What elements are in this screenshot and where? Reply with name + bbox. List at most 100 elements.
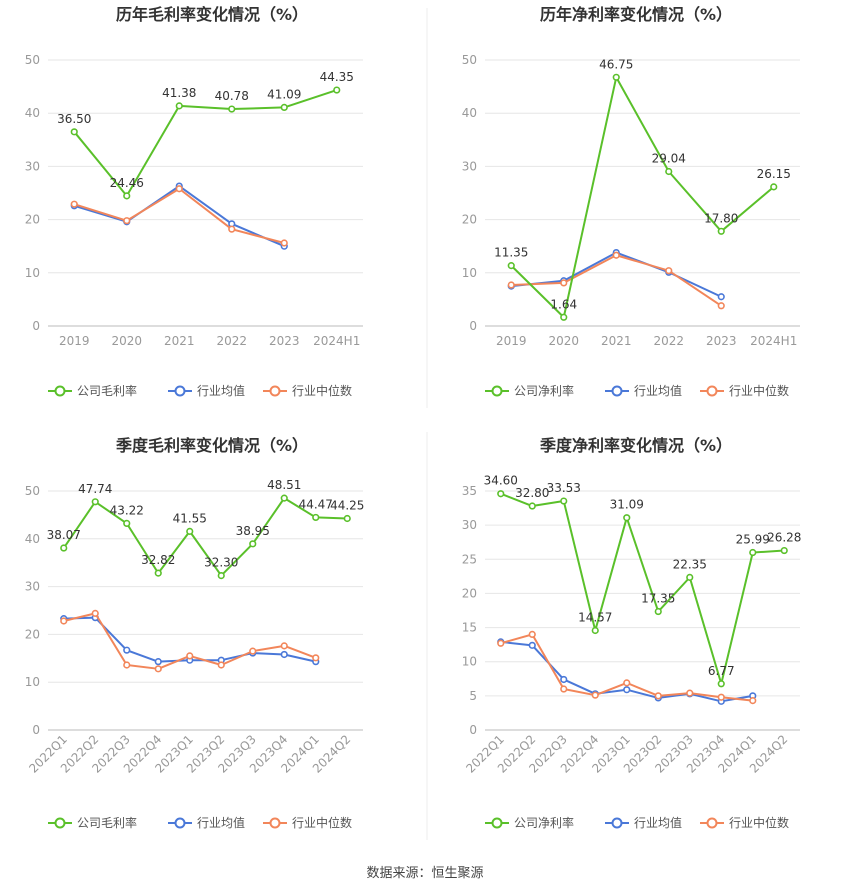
- legend-swatch-marker: [706, 385, 718, 397]
- data-label: 36.50: [57, 112, 91, 126]
- data-point-1: [623, 514, 631, 522]
- y-tick-label: 20: [25, 627, 40, 641]
- data-point-3: [91, 609, 99, 617]
- data-point-3: [507, 281, 515, 289]
- data-label: 32.80: [515, 486, 549, 500]
- legend-swatch-marker: [491, 817, 503, 829]
- data-source-note: 数据来源：恒生聚源: [366, 866, 484, 881]
- data-label: 24.46: [110, 176, 144, 190]
- chart-title: 历年毛利率变化情况（%）: [116, 5, 308, 24]
- data-point-3: [175, 185, 183, 193]
- y-tick-label: 10: [462, 655, 477, 669]
- y-tick-label: 0: [32, 319, 40, 333]
- data-point-1: [780, 546, 788, 555]
- data-point-1: [560, 497, 568, 505]
- legend-swatch-marker: [706, 817, 718, 829]
- data-point-1: [312, 513, 320, 522]
- data-point-1: [665, 167, 673, 176]
- data-point-3: [665, 267, 673, 275]
- data-point-1: [280, 494, 288, 502]
- data-label: 47.74: [78, 482, 112, 496]
- data-point-3: [591, 691, 599, 699]
- chart-panel-1: 历年毛利率变化情况（%） 0 10 20 30 40 50 2019 2020 2021 2022 2…: [25, 5, 363, 398]
- data-point-1: [560, 313, 568, 321]
- y-tick-label: 20: [462, 213, 477, 227]
- data-point-1: [333, 86, 341, 94]
- data-point-1: [686, 573, 694, 581]
- y-tick-label: 20: [462, 586, 477, 600]
- data-point-3: [312, 654, 320, 662]
- series-line-1: [510, 76, 775, 319]
- series-line-1: [73, 89, 338, 197]
- data-label: 44.25: [330, 498, 364, 512]
- y-tick-label: 5: [469, 689, 477, 703]
- data-point-2: [528, 641, 536, 649]
- data-point-1: [154, 569, 162, 577]
- legend-label: 行业中位数: [729, 383, 789, 398]
- data-point-1: [217, 572, 225, 580]
- data-point-3: [60, 617, 68, 625]
- data-point-1: [228, 105, 236, 113]
- x-tick-label: 2024H1: [750, 334, 797, 348]
- data-point-3: [717, 693, 725, 701]
- data-point-2: [280, 650, 288, 659]
- legend-swatch-marker: [54, 385, 66, 397]
- data-point-3: [717, 302, 725, 310]
- data-label: 43.22: [110, 503, 144, 517]
- data-point-3: [217, 661, 225, 669]
- data-point-1: [123, 519, 131, 528]
- data-point-1: [91, 498, 99, 506]
- x-tick-label: 2023: [269, 334, 300, 348]
- data-point-3: [560, 279, 568, 287]
- data-point-2: [123, 646, 131, 654]
- data-point-1: [175, 102, 183, 110]
- data-label: 38.07: [47, 528, 81, 542]
- data-label: 41.38: [162, 86, 196, 100]
- y-tick-label: 30: [25, 159, 40, 173]
- legend-label: 公司毛利率: [77, 383, 137, 398]
- data-point-2: [717, 293, 725, 301]
- y-tick-label: 0: [32, 723, 40, 737]
- data-point-2: [560, 675, 568, 684]
- series-line-1: [500, 492, 785, 685]
- data-label: 46.75: [599, 57, 633, 71]
- data-point-3: [623, 679, 631, 687]
- data-point-1: [249, 540, 257, 548]
- legend-swatch-marker: [54, 817, 66, 829]
- data-point-3: [749, 697, 757, 705]
- data-point-3: [497, 639, 505, 647]
- y-tick-label: 30: [462, 159, 477, 173]
- x-tick-label: 2019: [496, 334, 527, 348]
- chart-title: 季度毛利率变化情况（%）: [115, 436, 308, 455]
- data-point-1: [497, 490, 505, 498]
- data-label: 32.30: [204, 556, 238, 570]
- data-label: 25.99: [736, 533, 770, 547]
- data-point-1: [717, 680, 725, 688]
- data-point-3: [123, 217, 131, 225]
- data-point-1: [654, 607, 662, 616]
- series-line-1: [62, 497, 348, 577]
- data-label: 26.15: [757, 167, 791, 181]
- data-point-1: [123, 192, 131, 200]
- data-point-3: [70, 200, 78, 208]
- data-point-3: [228, 225, 236, 233]
- legend-label: 行业中位数: [292, 383, 352, 398]
- data-label: 48.51: [267, 478, 301, 492]
- x-tick-label: 2021: [164, 334, 195, 348]
- data-point-1: [591, 626, 599, 635]
- x-tick-label: 2022: [653, 334, 684, 348]
- legend-swatch-marker: [269, 385, 281, 397]
- data-point-3: [186, 652, 194, 660]
- series-line-2: [73, 185, 285, 248]
- x-tick-label: 2022: [216, 334, 247, 348]
- y-tick-label: 30: [462, 518, 477, 532]
- data-label: 11.35: [494, 246, 528, 260]
- data-label: 1.64: [550, 297, 577, 311]
- data-point-1: [770, 183, 778, 191]
- data-label: 33.53: [547, 481, 581, 495]
- x-tick-label: 2020: [111, 334, 142, 348]
- data-point-3: [249, 647, 257, 655]
- y-tick-label: 10: [25, 675, 40, 689]
- data-point-3: [560, 685, 568, 693]
- legend-swatch-marker: [269, 817, 281, 829]
